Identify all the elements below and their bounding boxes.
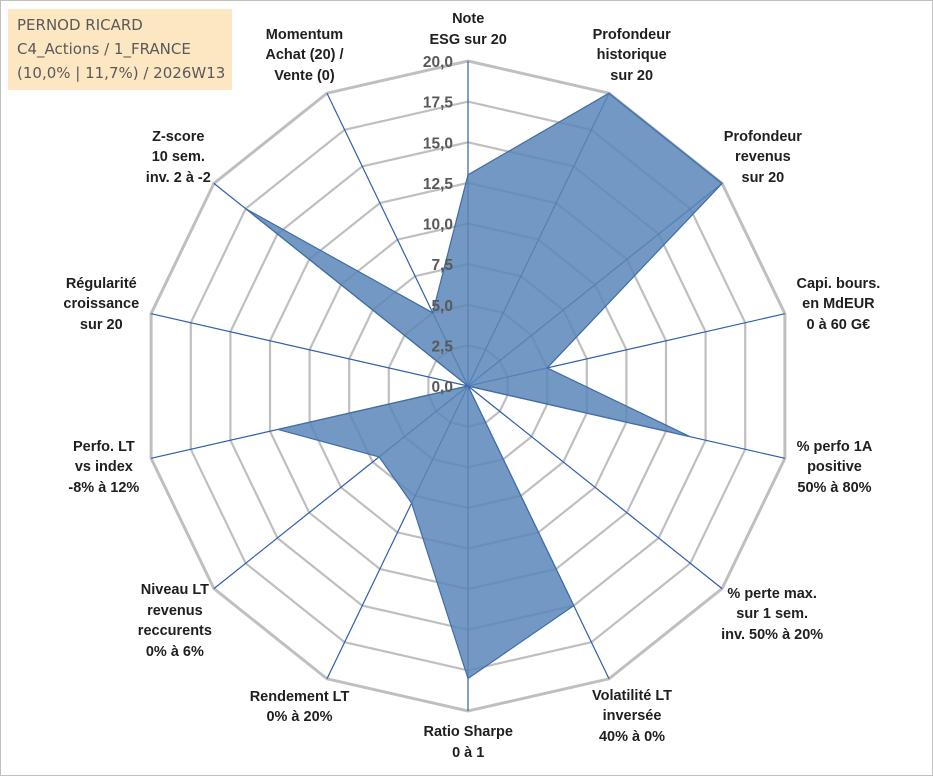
axis-label-line: ESG sur 20 — [429, 31, 507, 48]
axis-label-line: positive — [807, 459, 862, 476]
axis-label-line: croissance — [63, 296, 140, 313]
axis-label-line: 0 à 1 — [452, 744, 485, 761]
axis-label-line: Capi. bours. — [796, 275, 881, 292]
axis-label-line: Profondeur — [592, 26, 671, 43]
axis-label-line: Note — [452, 11, 485, 27]
axis-label: Volatilité LT inversée 40% à 0% — [592, 686, 672, 748]
axis-label: Niveau LT revenus reccurents 0% à 6% — [138, 580, 212, 662]
axis-label-line: sur 20 — [79, 316, 123, 333]
axis-label-line: Profondeur — [723, 128, 802, 145]
axis-label: Profondeur historique sur 20 — [593, 25, 671, 87]
axis-label-line: sur 1 sem. — [736, 606, 809, 623]
axis-label: Momentum Achat (20) / Vente (0) — [265, 25, 343, 87]
axis-label-line: historique — [596, 47, 667, 64]
tick-label: 17,5 — [423, 95, 454, 112]
axis-label-line: % perfo 1A — [796, 438, 873, 455]
axis-label-line: sur 20 — [610, 67, 654, 84]
axis-label-line: 0 à 60 G€ — [806, 316, 871, 333]
title-category: C4_Actions / 1_FRANCE — [17, 40, 191, 58]
axis-label-line: Achat (20) / — [265, 47, 344, 64]
title-company: PERNOD RICARD — [17, 16, 143, 34]
axis-label: Perfo. LT vs index -8% à 12% — [68, 437, 139, 499]
axis-label: % perfo 1A positive 50% à 80% — [797, 437, 873, 499]
title-period: (10,0% | 11,7%) / 2026W13 — [17, 64, 226, 82]
axis-label-line: sur 20 — [741, 169, 785, 186]
axis-spoke — [467, 385, 723, 590]
axis-label-line: -8% à 12% — [68, 479, 140, 496]
radial-tick-labels: 0,0 2,5 5,0 7,5 10,0 12,5 15,0 17,5 20,0 — [423, 54, 454, 396]
axis-label: Régularité croissance sur 20 — [63, 274, 139, 336]
title-box: PERNOD RICARD C4_Actions / 1_FRANCE (10,… — [8, 9, 232, 90]
axis-label: Ratio Sharpe 0 à 1 — [424, 722, 513, 763]
axis-label-line: Volatilité LT — [592, 687, 673, 704]
axis-label: Profondeur revenus sur 20 — [724, 127, 802, 189]
axis-label: Capi. bours. en MdEUR 0 à 60 G€ — [797, 274, 881, 336]
tick-label: 2,5 — [431, 338, 453, 355]
axis-label-line: % perte max. — [727, 585, 817, 602]
axis-label-line: Vente (0) — [274, 67, 335, 84]
tick-label: 10,0 — [423, 217, 453, 234]
axis-label-line: Momentum — [265, 26, 344, 43]
axis-label-line: en MdEUR — [802, 296, 875, 313]
axis-label-line: Z-score — [152, 128, 205, 145]
tick-label: 12,5 — [423, 176, 454, 193]
axis-label-line: inv. 50% à 20% — [721, 626, 824, 643]
axis-spoke — [150, 313, 469, 387]
axis-label-line: 40% à 0% — [598, 728, 666, 745]
axis-label-line: 10 sem. — [151, 149, 205, 166]
tick-label: 5,0 — [431, 298, 453, 315]
axis-label-line: reccurents — [137, 623, 212, 640]
tick-label: 20,0 — [423, 54, 453, 71]
axis-label: Z-score 10 sem. inv. 2 à -2 — [146, 127, 211, 189]
axis-label-line: revenus — [147, 602, 203, 619]
axis-label-line: revenus — [735, 149, 791, 166]
axis-label-line: 0% à 20% — [266, 709, 333, 726]
axis-label: % perte max. sur 1 sem. inv. 50% à 20% — [721, 584, 823, 646]
axis-label: Note ESG sur 20 — [430, 9, 507, 50]
tick-label: 7,5 — [431, 257, 453, 274]
axis-label-line: vs index — [74, 459, 133, 476]
axis-label-line: 50% à 80% — [797, 479, 872, 496]
axis-label: Rendement LT 0% à 20% — [250, 687, 350, 728]
series-area — [245, 92, 723, 680]
axis-label-line: inversée — [602, 708, 662, 725]
axis-label-line: Perfo. LT — [72, 438, 135, 455]
tick-label: 0,0 — [431, 379, 453, 396]
axis-label-line: Ratio Sharpe — [423, 724, 513, 740]
axis-label-line: inv. 2 à -2 — [145, 169, 211, 186]
series-polygon — [245, 92, 723, 680]
axis-label-line: Niveau LT — [140, 582, 209, 599]
tick-label: 15,0 — [423, 135, 453, 152]
axis-label-line: 0% à 6% — [145, 643, 204, 660]
axis-label-line: Régularité — [65, 275, 137, 292]
axis-label-line: Rendement LT — [249, 688, 350, 705]
